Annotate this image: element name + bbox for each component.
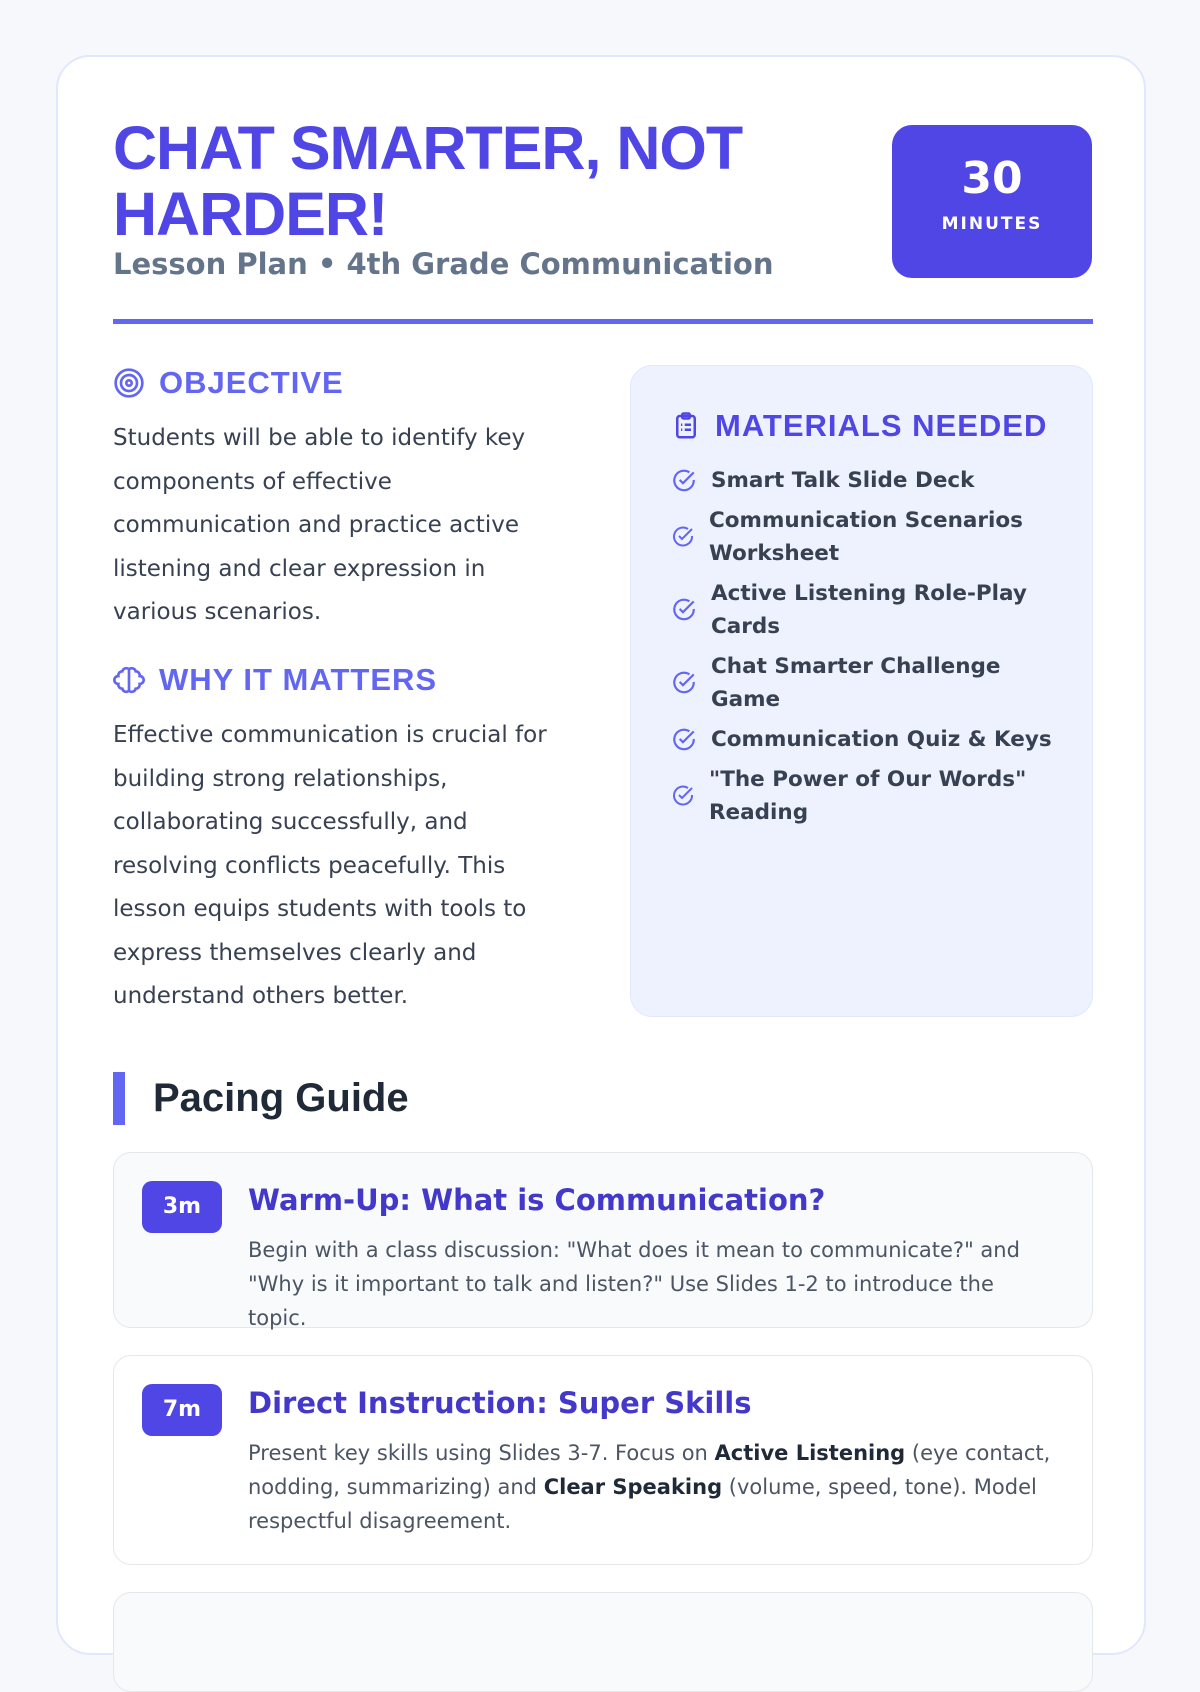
heading-accent-bar <box>113 1072 125 1125</box>
page-subtitle: Lesson Plan • 4th Grade Communication <box>113 247 774 281</box>
objective-text: Students will be able to identify key co… <box>113 425 526 625</box>
material-item: Active Listening Role-Play Cards <box>671 577 1061 643</box>
duration-value: 30 <box>961 153 1023 204</box>
materials-heading-text: MATERIALS NEEDED <box>715 408 1048 443</box>
page-title: CHAT SMARTER, NOT HARDER! <box>113 114 743 248</box>
pacing-step <box>113 1592 1093 1692</box>
why-heading-text: WHY IT MATTERS <box>159 662 438 697</box>
target-icon <box>114 368 144 398</box>
check-circle-icon <box>673 526 694 547</box>
step-duration: 7m <box>142 1384 222 1436</box>
pacing-guide-heading: Pacing Guide <box>113 1072 409 1125</box>
duration-badge: 30 MINUTES <box>892 125 1092 278</box>
brain-icon <box>113 666 145 694</box>
material-item: "The Power of Our Words" Reading <box>671 763 1061 829</box>
header-divider <box>113 319 1093 324</box>
material-item: Communication Quiz & Keys <box>671 723 1061 756</box>
objective-heading: OBJECTIVE <box>113 365 344 401</box>
step-title: Direct Instruction: Super Skills <box>248 1386 752 1420</box>
materials-heading: MATERIALS NEEDED <box>671 408 1047 444</box>
check-circle-icon <box>673 598 695 621</box>
step-title: Warm-Up: What is Communication? <box>248 1183 826 1217</box>
pacing-step: 3m Warm-Up: What is Communication? Begin… <box>113 1152 1093 1330</box>
pacing-step: 7m Direct Instruction: Super Skills Pres… <box>113 1355 1093 1565</box>
why-heading: WHY IT MATTERS <box>113 662 437 698</box>
step-duration: 3m <box>142 1181 222 1233</box>
material-item: Chat Smarter Challenge Game <box>671 650 1061 716</box>
materials-panel: MATERIALS NEEDED Smart Talk Slide Deck C… <box>630 365 1093 1017</box>
objective-heading-text: OBJECTIVE <box>159 365 344 400</box>
check-circle-icon <box>673 785 694 806</box>
duration-unit: MINUTES <box>941 214 1043 234</box>
check-circle-icon <box>673 728 695 750</box>
lesson-plan-card: CHAT SMARTER, NOT HARDER! Lesson Plan • … <box>56 55 1146 1692</box>
materials-list: Smart Talk Slide Deck Communication Scen… <box>671 464 1061 836</box>
pacing-guide-title: Pacing Guide <box>153 1076 409 1120</box>
step-description: Present key skills using Slides 3-7. Foc… <box>248 1441 1051 1533</box>
why-text: Effective communication is crucial for b… <box>113 722 547 1009</box>
check-circle-icon <box>673 469 695 491</box>
clipboard-icon <box>676 412 696 439</box>
step-description: Begin with a class discussion: "What doe… <box>248 1238 1020 1330</box>
material-item: Smart Talk Slide Deck <box>671 464 1061 497</box>
material-item: Communication Scenarios Worksheet <box>671 504 1061 570</box>
check-circle-icon <box>673 671 695 694</box>
